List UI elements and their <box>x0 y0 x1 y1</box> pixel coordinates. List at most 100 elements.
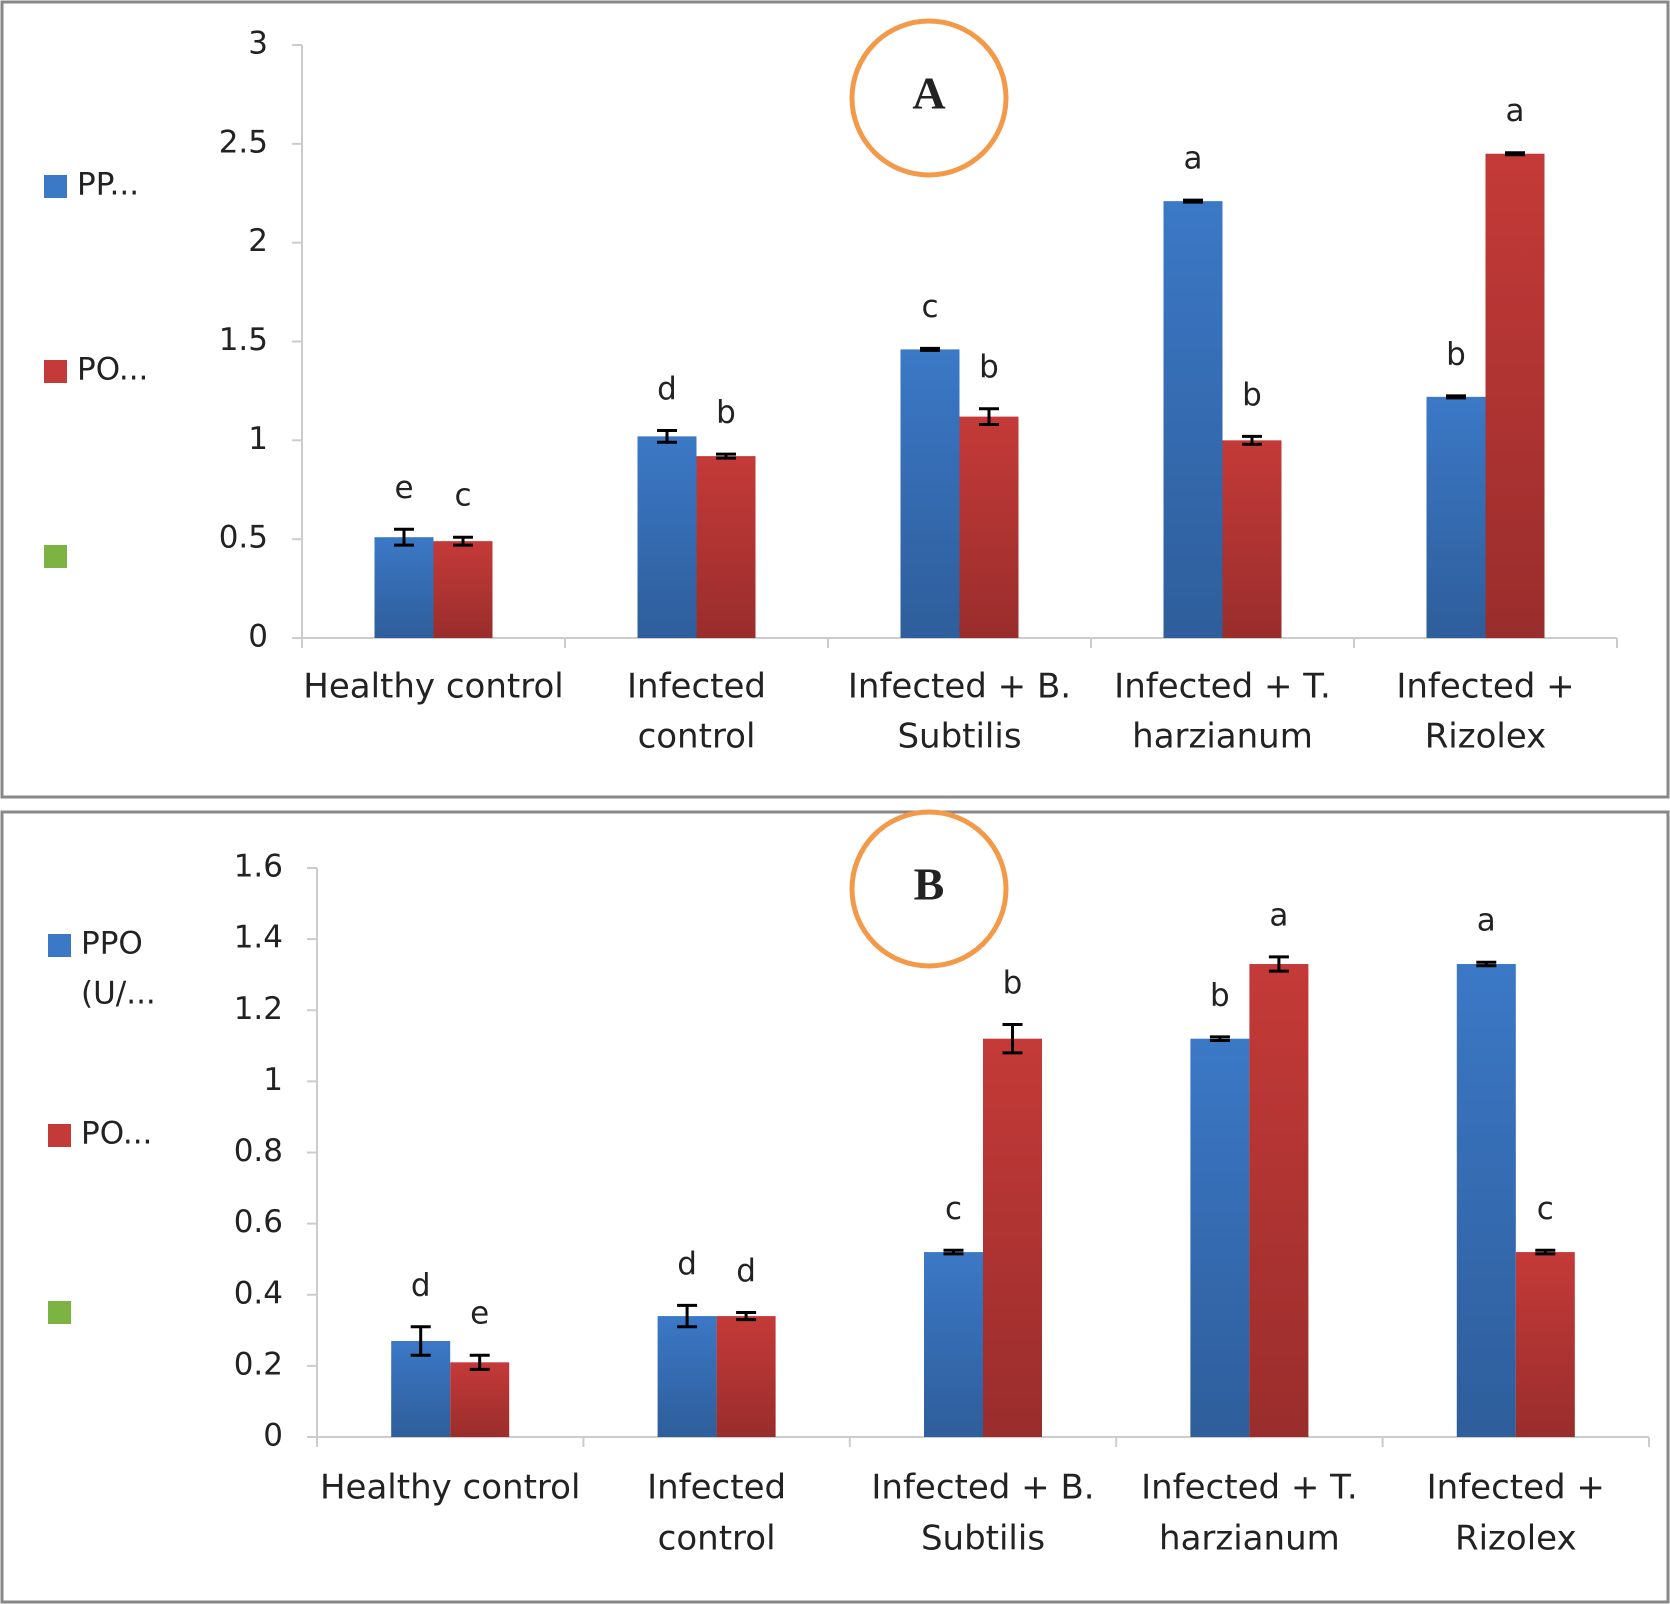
bar-shade <box>959 416 1019 638</box>
panel-frame <box>0 0 1670 799</box>
x-tick-label: Rizolex <box>1455 1519 1577 1559</box>
error-bar <box>1183 198 1203 204</box>
y-tick-label: 2.5 <box>219 124 268 160</box>
significance-letter: c <box>945 1191 962 1227</box>
significance-letter: d <box>657 371 677 407</box>
error-bar <box>1002 1022 1023 1055</box>
x-tick-label: Infected + T. <box>1141 1468 1358 1508</box>
x-tick-label: Subtilis <box>921 1519 1045 1559</box>
legend-label: PO... <box>81 1116 152 1152</box>
error-bar <box>1446 394 1466 400</box>
error-bar <box>979 407 999 427</box>
x-tick-label: Infected + T. <box>1114 667 1331 707</box>
x-tick-label: Infected + B. <box>848 667 1071 707</box>
significance-letter: c <box>454 478 471 514</box>
bar-shade <box>1426 396 1486 638</box>
error-bar <box>469 1353 490 1371</box>
x-tick-label: Infected <box>647 1468 786 1508</box>
x-tick-label: Infected <box>627 667 766 707</box>
x-tick-label: harzianum <box>1132 717 1313 757</box>
y-tick-label: 0.5 <box>219 520 268 556</box>
y-tick-label: 0 <box>248 619 268 655</box>
error-bar <box>410 1325 431 1357</box>
legend-label: PP... <box>77 167 139 203</box>
bar-shade <box>1515 1252 1575 1437</box>
y-tick-label: 0.4 <box>234 1275 283 1311</box>
legend-swatch <box>44 360 67 383</box>
y-tick-label: 1.6 <box>234 849 283 885</box>
x-tick-label: Healthy control <box>320 1468 580 1508</box>
bar-shade <box>374 537 434 638</box>
y-tick-label: 0.8 <box>234 1133 283 1169</box>
error-bar <box>1242 434 1262 446</box>
bar-shade <box>983 1038 1042 1437</box>
error-bar <box>716 452 736 460</box>
x-tick-label: Infected + B. <box>871 1468 1094 1508</box>
bar-shade <box>1163 201 1223 638</box>
bar-shade <box>657 1316 717 1437</box>
error-bar <box>394 527 414 547</box>
bar-shade <box>1190 1038 1250 1437</box>
bar-shade <box>900 349 960 638</box>
y-tick-label: 1.4 <box>234 920 283 956</box>
significance-letter: b <box>1446 336 1466 372</box>
significance-letter: a <box>1184 141 1203 177</box>
error-bar <box>1476 960 1497 968</box>
error-bar <box>736 1311 757 1322</box>
significance-letter: b <box>1210 977 1230 1013</box>
panel-title: B <box>914 859 945 910</box>
legend-label: PPO <box>81 926 143 962</box>
x-tick-label: Healthy control <box>303 667 563 707</box>
significance-letter: d <box>736 1253 756 1289</box>
legend-swatch <box>44 545 67 568</box>
y-tick-label: 3 <box>248 26 268 62</box>
legend-label: (U/... <box>81 976 156 1012</box>
significance-letter: e <box>394 470 413 506</box>
bar-shade <box>1222 440 1282 638</box>
bar-shade <box>924 1252 983 1437</box>
significance-letter: b <box>1003 965 1023 1001</box>
bar-shade <box>433 541 493 638</box>
bar-shade <box>716 1316 776 1437</box>
y-tick-label: 1 <box>248 421 268 457</box>
y-tick-label: 0.2 <box>234 1346 283 1382</box>
bar-shade <box>1456 964 1516 1437</box>
bar-shade <box>696 456 756 638</box>
bar-shade <box>637 436 697 638</box>
significance-letter: b <box>1242 377 1262 413</box>
significance-letter: a <box>1477 903 1496 939</box>
error-bar <box>920 346 940 352</box>
significance-letter: d <box>677 1246 697 1282</box>
legend-swatch <box>48 1124 71 1147</box>
y-tick-label: 2 <box>248 223 268 259</box>
x-tick-label: control <box>658 1519 776 1559</box>
error-bar <box>1209 1035 1230 1042</box>
significance-letter: b <box>716 395 736 431</box>
panel-title: A <box>912 68 945 119</box>
x-tick-label: Infected + <box>1427 1468 1605 1508</box>
significance-letter: b <box>979 349 999 385</box>
bar-shade <box>391 1340 451 1437</box>
bar-shade <box>450 1362 510 1437</box>
significance-letter: c <box>921 289 938 325</box>
significance-letter: e <box>470 1296 489 1332</box>
title-circle <box>849 809 1009 969</box>
x-tick-label: harzianum <box>1159 1519 1340 1559</box>
y-tick-label: 1.2 <box>234 991 283 1027</box>
y-tick-label: 1 <box>263 1062 283 1098</box>
significance-letter: d <box>411 1267 431 1303</box>
bar-shade <box>1249 964 1309 1437</box>
significance-letter: a <box>1269 897 1288 933</box>
y-tick-label: 0 <box>263 1418 283 1454</box>
legend-swatch <box>48 934 71 957</box>
x-tick-label: Infected + <box>1396 667 1574 707</box>
significance-letter: c <box>1537 1191 1554 1227</box>
x-tick-label: Subtilis <box>897 717 1021 757</box>
y-tick-label: 0.6 <box>234 1204 283 1240</box>
error-bar <box>1505 151 1525 157</box>
bar-shade <box>1485 153 1545 638</box>
title-circle <box>849 18 1009 178</box>
error-bar <box>677 1303 698 1329</box>
